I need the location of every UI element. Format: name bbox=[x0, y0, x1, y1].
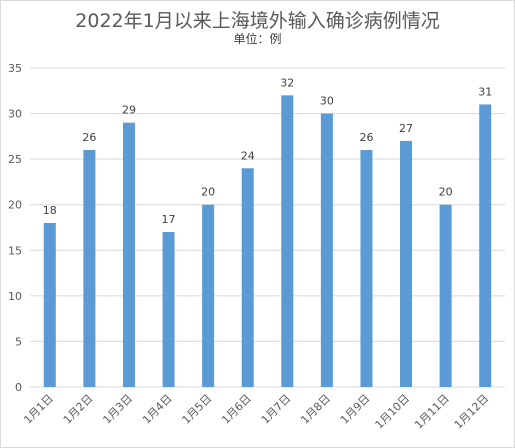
bar bbox=[439, 204, 452, 387]
y-tick-label: 35 bbox=[8, 62, 22, 75]
data-label: 26 bbox=[359, 131, 373, 144]
y-tick-label: 30 bbox=[8, 108, 22, 121]
data-label: 31 bbox=[478, 85, 492, 98]
x-tick-label: 1月10日 bbox=[373, 392, 413, 432]
data-label: 27 bbox=[399, 122, 413, 135]
chart-title: 2022年1月以来上海境外输入确诊病例情况 bbox=[75, 10, 440, 32]
x-tick-label: 1月7日 bbox=[259, 392, 294, 427]
bar bbox=[83, 150, 96, 387]
bars bbox=[43, 95, 492, 388]
y-tick-label: 5 bbox=[15, 335, 22, 348]
y-tick-label: 10 bbox=[8, 290, 22, 303]
bar bbox=[43, 222, 56, 387]
bar bbox=[202, 204, 215, 387]
x-tick-label: 1月9日 bbox=[338, 392, 373, 427]
data-label: 30 bbox=[320, 95, 334, 108]
chart-subtitle: 单位：例 bbox=[233, 32, 282, 46]
data-label: 18 bbox=[43, 204, 57, 217]
y-tick-label: 25 bbox=[8, 153, 22, 166]
bar bbox=[400, 140, 413, 387]
x-tick-label: 1月4日 bbox=[140, 392, 175, 427]
x-axis-ticks: 1月1日 1月2日 1月3日 1月4日 1月5日 1月6日 1月7日 1月8日 1月9日 1月10… bbox=[21, 392, 491, 432]
x-tick-label: 1月11日 bbox=[412, 392, 452, 432]
bar bbox=[162, 232, 175, 387]
data-label: 17 bbox=[162, 213, 176, 226]
bar bbox=[479, 104, 492, 387]
x-tick-label: 1月12日 bbox=[452, 392, 492, 432]
x-tick-label: 1月1日 bbox=[21, 392, 56, 427]
y-tick-label: 15 bbox=[8, 244, 22, 257]
y-tick-label: 0 bbox=[15, 381, 22, 394]
data-label: 26 bbox=[82, 131, 96, 144]
x-tick-label: 1月2日 bbox=[61, 392, 96, 427]
x-tick-label: 1月6日 bbox=[219, 392, 254, 427]
data-label: 20 bbox=[201, 186, 215, 199]
y-axis-ticks: 0 5 10 15 20 25 30 35 bbox=[8, 62, 22, 394]
bar bbox=[241, 168, 254, 387]
x-tick-label: 1月5日 bbox=[180, 392, 215, 427]
y-tick-label: 20 bbox=[8, 199, 22, 212]
data-label: 29 bbox=[122, 104, 136, 117]
gridlines bbox=[30, 67, 505, 388]
data-label: 20 bbox=[439, 186, 453, 199]
bar bbox=[320, 113, 333, 388]
data-label: 24 bbox=[241, 149, 255, 162]
bar bbox=[281, 95, 294, 387]
x-tick-label: 1月3日 bbox=[100, 392, 135, 427]
x-tick-label: 1月8日 bbox=[298, 392, 333, 427]
data-labels: 18 26 29 17 20 24 32 30 26 27 20 31 bbox=[43, 76, 492, 226]
data-label: 32 bbox=[280, 76, 294, 89]
bar bbox=[122, 122, 135, 387]
bar bbox=[360, 150, 373, 387]
